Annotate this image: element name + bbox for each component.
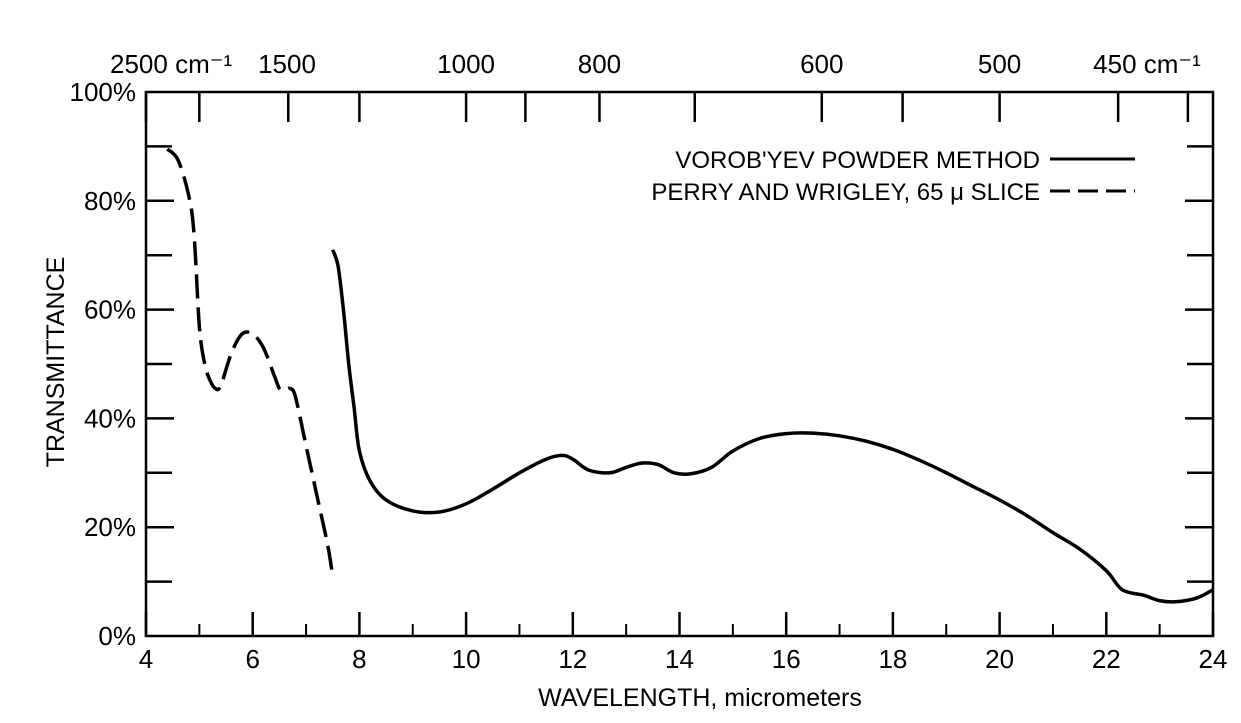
x-tick-label: 14 (665, 644, 694, 674)
top-tick-label: 1000 (437, 49, 495, 79)
y-tick-label: 100% (70, 77, 137, 107)
legend-label: VOROB'YEV POWDER METHOD (675, 147, 1040, 174)
y-tick-label: 0% (98, 621, 136, 651)
x-tick-label: 18 (878, 644, 907, 674)
x-tick-label: 22 (1092, 644, 1121, 674)
tick-labels: 4 6 8 10 12 14 16 18 20 22 24 2500 cm⁻¹ 1500 1000 800 6… (70, 49, 1228, 674)
y-tick-label: 60% (84, 295, 136, 325)
x-tick-label: 10 (452, 644, 481, 674)
top-tick-label: 1500 (258, 49, 316, 79)
top-tick-label: 800 (578, 49, 621, 79)
y-tick-label: 80% (84, 186, 136, 216)
x-tick-label: 4 (139, 644, 153, 674)
top-tick-label: 600 (800, 49, 843, 79)
top-tick-label: 450 cm⁻¹ (1093, 49, 1201, 79)
top-tick-label: 500 (978, 49, 1021, 79)
x-tick-label: 6 (245, 644, 259, 674)
y-tick-label: 40% (84, 403, 136, 433)
tick-marks (144, 92, 1215, 636)
data-series (166, 147, 1214, 604)
top-tick-label: 2500 cm⁻¹ (110, 49, 232, 79)
legend: VOROB'YEV POWDER METHOD PERRY AND WRIGLEY… (651, 147, 1135, 206)
x-tick-label: 16 (772, 644, 801, 674)
x-tick-label: 20 (985, 644, 1014, 674)
x-tick-label: 24 (1199, 644, 1228, 674)
perry-wrigley-series-line (166, 147, 335, 577)
x-tick-label: 12 (558, 644, 587, 674)
vorobyev-series-line (331, 249, 1214, 604)
x-axis-title: WAVELENGTH, micrometers (538, 684, 862, 712)
y-axis-title: TRANSMITTANCE (42, 257, 70, 468)
legend-label: PERRY AND WRIGLEY, 65 μ SLICE (651, 179, 1040, 206)
y-tick-label: 20% (84, 512, 136, 542)
x-tick-label: 8 (352, 644, 366, 674)
